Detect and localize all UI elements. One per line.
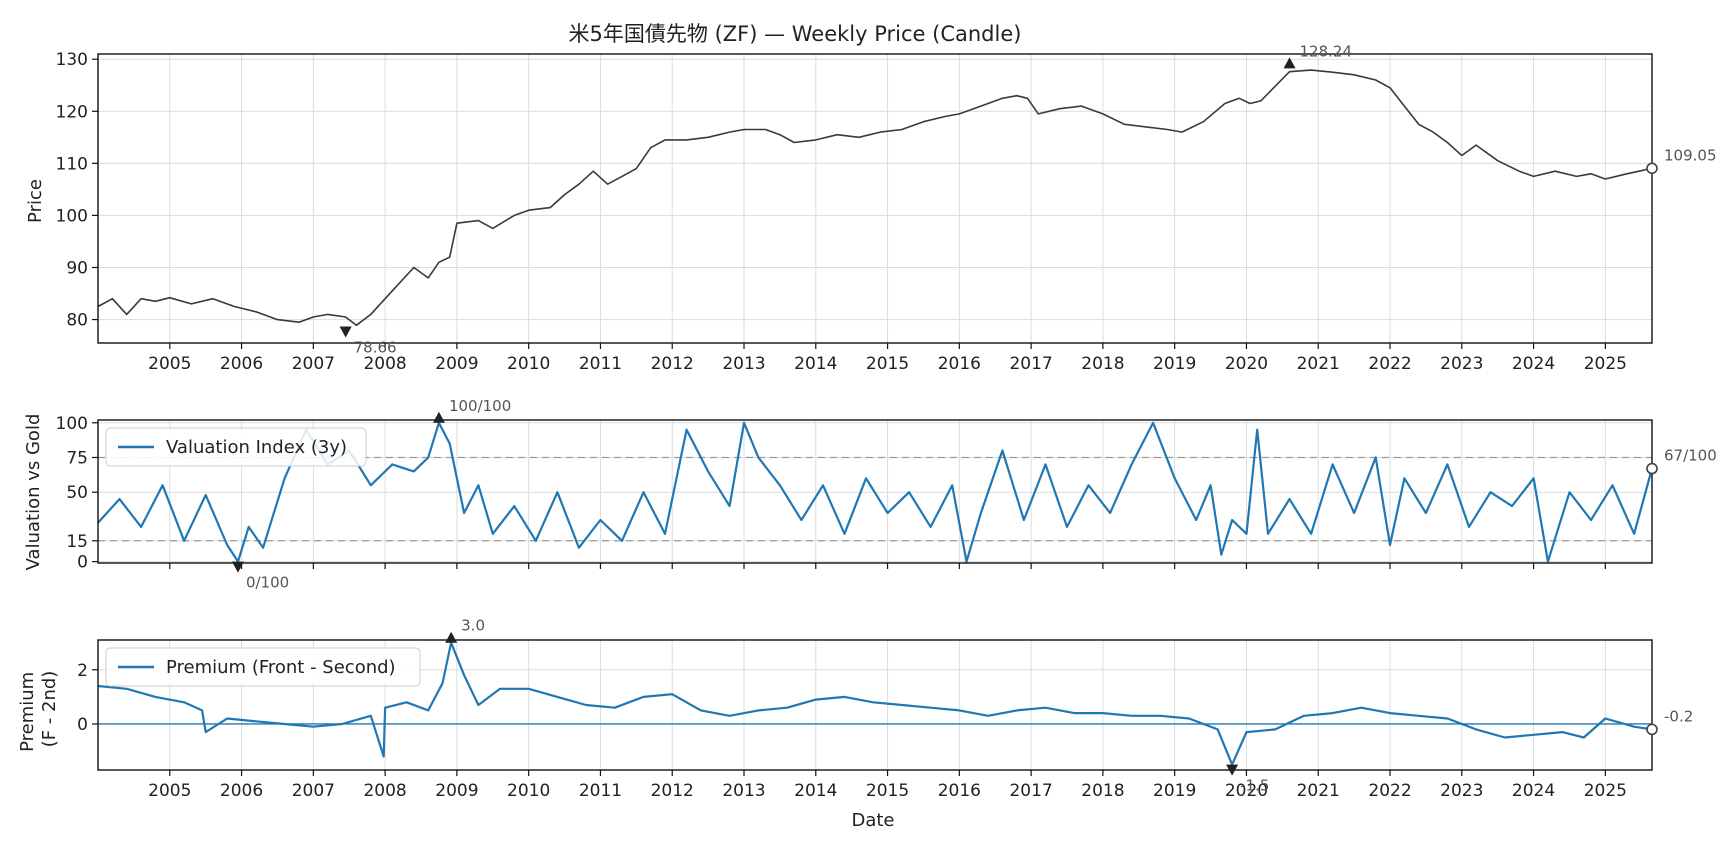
last-marker	[1646, 723, 1658, 736]
x-tick-label: 2021	[1297, 354, 1340, 374]
x-tick-label: 2022	[1368, 781, 1411, 801]
valuation-legend-box	[105, 427, 367, 467]
x-tick-label: 2008	[363, 354, 406, 374]
x-tick-label: 2007	[292, 781, 335, 801]
max-annotation: 128.24	[1300, 42, 1353, 60]
x-tick-label: 2011	[579, 781, 622, 801]
x-tick-label: 2020	[1225, 781, 1268, 801]
min-marker	[1226, 764, 1239, 776]
y-tick-label: 0	[77, 715, 88, 735]
x-tick-label: 2011	[579, 354, 622, 374]
x-tick-label: 2019	[1153, 781, 1196, 801]
x-tick-label: 2006	[220, 781, 263, 801]
min-annotation: 0/100	[246, 574, 289, 592]
premium-series-line	[97, 641, 1653, 766]
x-tick-label: 2008	[363, 781, 406, 801]
x-tick-label: 2016	[938, 781, 981, 801]
x-tick-label: 2024	[1512, 354, 1555, 374]
x-tick-label: 2007	[292, 354, 335, 374]
premium-ylabel-line2: (F - 2nd)	[39, 671, 60, 748]
y-tick-label: 100	[56, 414, 88, 434]
y-tick-label: 120	[56, 102, 88, 122]
max-annotation: 100/100	[449, 397, 511, 415]
x-tick-label: 2013	[722, 354, 765, 374]
y-tick-label: 90	[66, 258, 88, 278]
x-tick-label: 2009	[435, 781, 478, 801]
min-marker	[339, 326, 352, 338]
price-axes-frame	[97, 53, 1653, 344]
y-tick-label: 100	[56, 206, 88, 226]
y-tick-label: 0	[77, 553, 88, 573]
x-tick-label: 2012	[651, 781, 694, 801]
x-tick-label: 2010	[507, 781, 550, 801]
last-marker	[1646, 462, 1658, 475]
y-tick-label: 50	[66, 483, 88, 503]
y-tick-label: 2	[77, 661, 88, 681]
valuation-ylabel: Valuation vs Gold	[23, 414, 44, 571]
x-tick-label: 2024	[1512, 781, 1555, 801]
x-tick-label: 2022	[1368, 354, 1411, 374]
premium-panel: 0 2 2005 2006 2007 2008 2009 2010 2011 2012 2013 20…	[77, 617, 1693, 801]
x-tick-label: 2006	[220, 354, 263, 374]
valuation-panel: 015 50 75 100 100/100 0/100 67/100 Valuation In…	[56, 397, 1717, 592]
max-marker	[445, 631, 458, 643]
max-marker	[1283, 57, 1296, 69]
x-tick-label: 2015	[866, 354, 909, 374]
y-tick-label: 80	[66, 311, 88, 331]
premium-legend-box	[105, 647, 421, 687]
max-marker	[432, 411, 445, 423]
date-xlabel: Date	[851, 810, 894, 831]
x-tick-label: 2014	[794, 354, 837, 374]
x-tick-label: 2025	[1584, 781, 1627, 801]
price-ylabel: Price	[25, 179, 46, 223]
max-annotation: 3.0	[461, 617, 485, 635]
x-tick-label: 2016	[938, 354, 981, 374]
x-tick-label: 2021	[1297, 781, 1340, 801]
x-tick-label: 2023	[1440, 354, 1483, 374]
x-tick-label: 2018	[1081, 354, 1124, 374]
min-marker	[231, 561, 244, 573]
x-tick-label: 2017	[1009, 354, 1052, 374]
price-chart-title: 米5年国債先物 (ZF) — Weekly Price (Candle)	[569, 22, 1022, 46]
price-panel: 80 90 100 110 120 130 2005 2006 2007 2008 2009 2010…	[56, 42, 1717, 374]
last-annotation: 109.05	[1664, 146, 1717, 164]
valuation-series-line	[97, 421, 1654, 563]
x-tick-label: 2019	[1153, 354, 1196, 374]
x-tick-label: 2005	[148, 354, 191, 374]
last-annotation: 67/100	[1664, 447, 1717, 465]
valuation-axes-frame	[97, 419, 1653, 564]
price-series-line	[97, 69, 1653, 327]
min-annotation: -1.5	[1240, 777, 1269, 795]
x-tick-label: 2010	[507, 354, 550, 374]
legend-label: Premium (Front - Second)	[166, 657, 396, 678]
x-tick-label: 2005	[148, 781, 191, 801]
x-tick-label: 2009	[435, 354, 478, 374]
x-tick-label: 2014	[794, 781, 837, 801]
legend-label: Valuation Index (3y)	[166, 437, 347, 458]
x-tick-label: 2023	[1440, 781, 1483, 801]
y-tick-label: 15	[66, 532, 88, 552]
y-tick-label: 130	[56, 50, 88, 70]
x-tick-label: 2013	[722, 781, 765, 801]
x-tick-label: 2018	[1081, 781, 1124, 801]
y-tick-label: 110	[56, 154, 88, 174]
premium-ylabel-line1: Premium	[17, 672, 38, 752]
x-tick-label: 2017	[1009, 781, 1052, 801]
last-annotation: -0.2	[1664, 707, 1693, 725]
premium-axes-frame	[97, 639, 1653, 771]
y-tick-label: 75	[66, 448, 88, 468]
x-tick-label: 2025	[1584, 354, 1627, 374]
x-tick-label: 2020	[1225, 354, 1268, 374]
premium-ylabel: Premium (F - 2nd)	[17, 666, 60, 752]
x-tick-label: 2015	[866, 781, 909, 801]
x-tick-label: 2012	[651, 354, 694, 374]
min-annotation: 78.66	[354, 339, 397, 357]
last-marker	[1646, 162, 1658, 175]
